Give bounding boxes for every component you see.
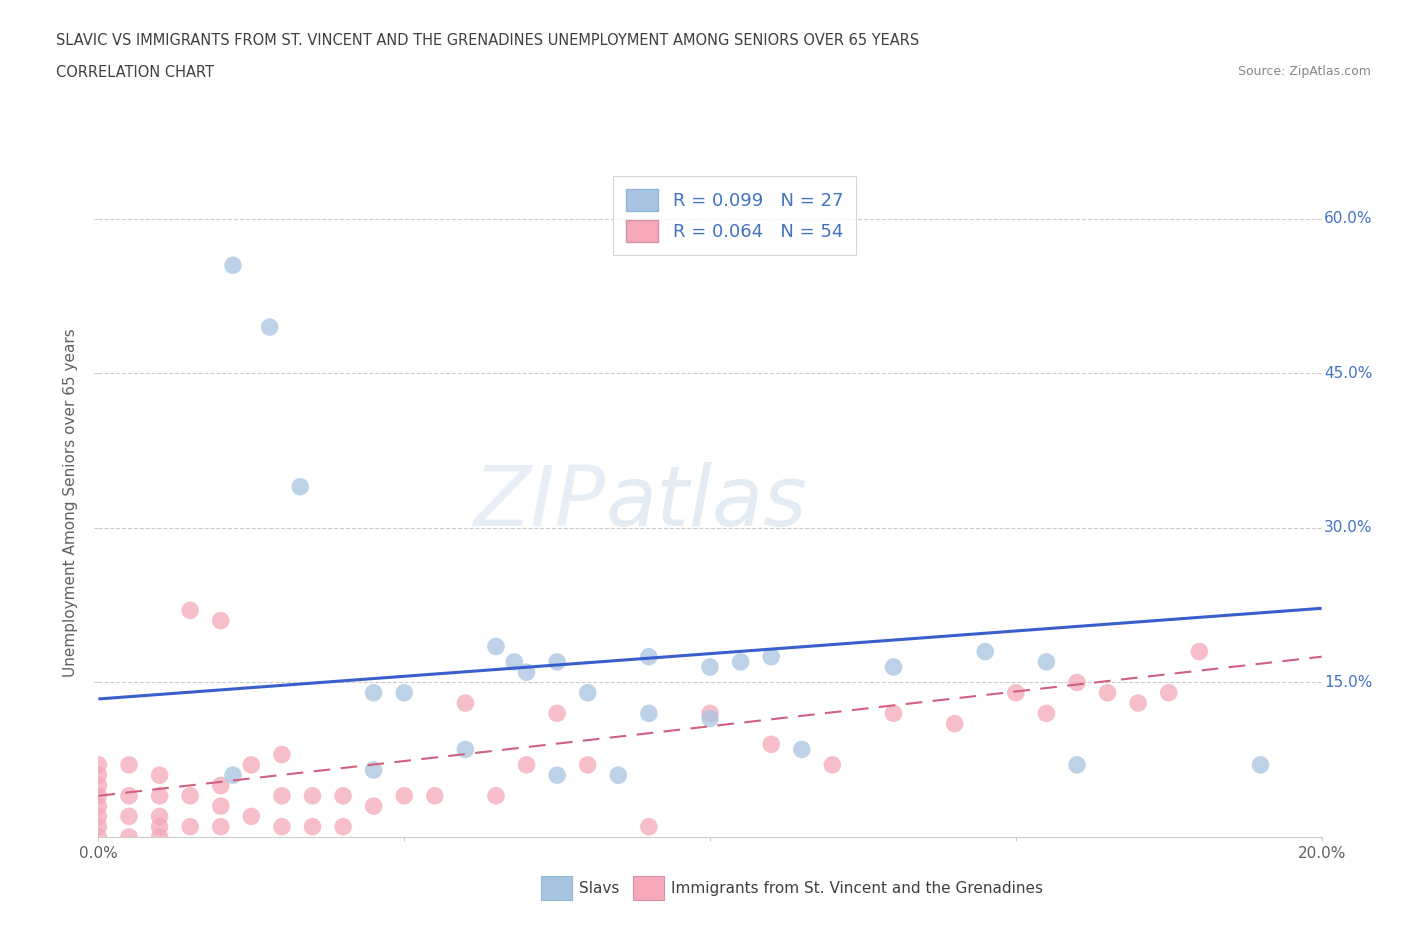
Point (1188, 644, 1211, 659)
Point (118, 789, 141, 804)
Point (179, 819, 201, 834)
Text: ZIP: ZIP (474, 461, 606, 543)
Point (301, 789, 323, 804)
Point (209, 613, 232, 628)
Text: SLAVIC VS IMMIGRANTS FROM ST. VINCENT AND THE GRENADINES UNEMPLOYMENT AMONG SENI: SLAVIC VS IMMIGRANTS FROM ST. VINCENT AN… (56, 33, 920, 47)
Legend: R = 0.099   N = 27, R = 0.064   N = 54: R = 0.099 N = 27, R = 0.064 N = 54 (613, 177, 856, 255)
Point (759, 737, 782, 751)
Point (637, 649, 661, 664)
Text: Immigrants from St. Vincent and the Grenadines: Immigrants from St. Vincent and the Gren… (671, 881, 1043, 896)
Point (1097, 685, 1119, 700)
Point (149, 809, 172, 824)
Point (1066, 675, 1088, 690)
Point (546, 768, 568, 783)
Point (222, 258, 245, 272)
Y-axis label: Unemployment Among Seniors over 65 years: Unemployment Among Seniors over 65 years (63, 328, 79, 677)
Point (790, 742, 813, 757)
Point (454, 696, 477, 711)
Point (576, 757, 599, 772)
Point (1035, 655, 1057, 670)
Point (149, 830, 172, 844)
Point (516, 757, 538, 772)
Text: 60.0%: 60.0% (1324, 211, 1372, 226)
Point (87, 757, 110, 772)
Point (118, 757, 141, 772)
Point (222, 768, 245, 783)
Point (516, 665, 538, 680)
Point (974, 644, 997, 659)
Point (607, 768, 630, 783)
Point (209, 799, 232, 814)
Point (301, 819, 323, 834)
Point (149, 819, 172, 834)
Point (392, 789, 416, 804)
Point (423, 789, 446, 804)
Point (209, 778, 232, 793)
Point (87, 809, 110, 824)
Point (699, 706, 721, 721)
Text: 45.0%: 45.0% (1324, 365, 1372, 381)
Point (240, 809, 263, 824)
Point (87, 768, 110, 783)
Point (332, 819, 354, 834)
Point (118, 809, 141, 824)
Point (943, 716, 966, 731)
Point (118, 830, 141, 844)
Point (883, 659, 905, 674)
Point (87, 819, 110, 834)
Point (454, 742, 477, 757)
Point (332, 789, 354, 804)
Point (87, 789, 110, 804)
Point (637, 706, 661, 721)
Point (209, 819, 232, 834)
Point (1157, 685, 1180, 700)
Point (149, 768, 172, 783)
Point (821, 757, 844, 772)
Point (1004, 685, 1026, 700)
Point (363, 799, 385, 814)
Point (637, 819, 661, 834)
Point (1066, 757, 1088, 772)
Point (87, 778, 110, 793)
Point (485, 789, 508, 804)
Point (759, 649, 782, 664)
Point (363, 763, 385, 777)
Point (730, 655, 752, 670)
Point (87, 830, 110, 844)
Text: 15.0%: 15.0% (1324, 675, 1372, 690)
Point (546, 706, 568, 721)
Point (363, 685, 385, 700)
Point (883, 706, 905, 721)
Point (1035, 706, 1057, 721)
Point (270, 789, 292, 804)
Point (576, 685, 599, 700)
Text: atlas: atlas (606, 461, 807, 543)
Point (87, 799, 110, 814)
Text: Slavs: Slavs (579, 881, 620, 896)
Point (270, 819, 292, 834)
Text: Source: ZipAtlas.com: Source: ZipAtlas.com (1237, 65, 1371, 78)
Point (259, 320, 281, 335)
Point (1128, 696, 1150, 711)
Point (240, 757, 263, 772)
Point (699, 711, 721, 726)
Point (149, 789, 172, 804)
Text: 30.0%: 30.0% (1324, 521, 1372, 536)
Point (290, 479, 312, 494)
Point (1249, 757, 1271, 772)
Point (546, 655, 568, 670)
Point (179, 603, 201, 618)
Point (485, 639, 508, 654)
Point (392, 685, 416, 700)
Text: CORRELATION CHART: CORRELATION CHART (56, 65, 214, 80)
Point (699, 659, 721, 674)
Point (179, 789, 201, 804)
Point (503, 655, 526, 670)
Point (270, 747, 292, 762)
